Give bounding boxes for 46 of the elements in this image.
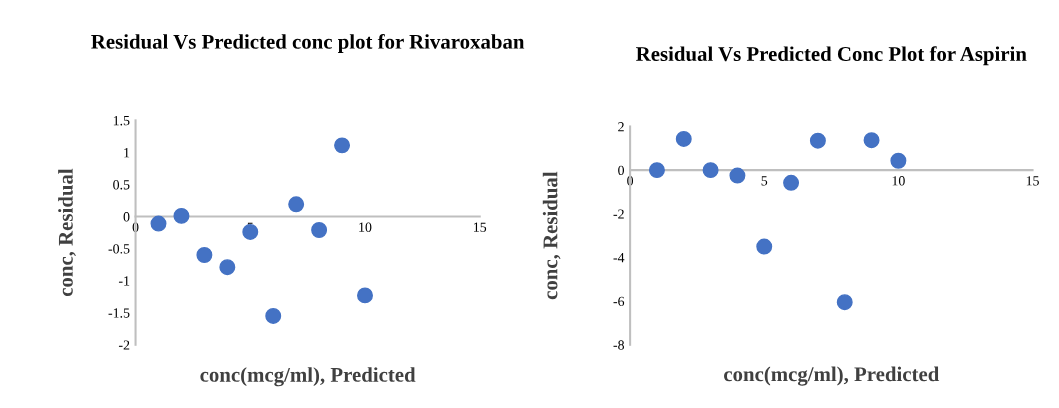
point — [150, 215, 167, 232]
point — [836, 294, 853, 311]
point — [809, 132, 826, 149]
y-tick-label: 0 — [618, 165, 625, 176]
y-tick-label: 0.5 — [113, 180, 130, 190]
point — [219, 259, 236, 276]
y-tick-label: 2 — [618, 122, 624, 132]
point — [783, 174, 800, 191]
x-tick-label: 0 — [627, 176, 634, 186]
point — [173, 207, 190, 224]
y-tick-label: -0.5 — [108, 244, 130, 254]
y-tick-label: 0 — [123, 212, 130, 222]
point — [357, 287, 373, 304]
point — [756, 238, 773, 255]
point — [890, 152, 907, 169]
point — [265, 307, 282, 324]
y-tick-label: -2 — [118, 340, 130, 350]
y-tick-label: -1.5 — [108, 308, 130, 318]
x-tick-label: 15 — [474, 222, 487, 232]
y-tick-label: 1.5 — [113, 116, 130, 126]
point — [196, 247, 213, 263]
point — [242, 223, 259, 240]
point — [648, 162, 665, 179]
x-tick-label: 10 — [892, 176, 905, 186]
x-axis-title: conc(mcg/ml), Predicted — [724, 366, 940, 386]
y-tick-label: -6 — [613, 296, 625, 307]
y-tick-label: -8 — [613, 340, 625, 350]
point — [288, 196, 305, 213]
x-tick-label: 10 — [359, 222, 372, 232]
y-tick-label: -4 — [613, 253, 625, 263]
x-tick-label: 5 — [761, 176, 768, 186]
y-tick-label: -2 — [613, 209, 624, 219]
x-tick-label: 15 — [1026, 176, 1039, 186]
point — [702, 162, 719, 179]
point — [311, 222, 328, 238]
point — [675, 130, 692, 147]
y-axis-title: conc, Residual — [58, 168, 76, 297]
x-axis-title: conc(mcg/ml), Predicted — [200, 367, 416, 387]
point — [863, 132, 880, 149]
chart-title: Residual Vs Predicted Conc Plot for Aspirin — [636, 46, 1027, 66]
y-tick-label: -1 — [118, 276, 130, 286]
point — [334, 137, 351, 154]
y-axis-title: conc, Residual — [542, 171, 561, 300]
y-tick-label: 1 — [124, 148, 130, 158]
point — [729, 167, 746, 184]
chart-title: Residual Vs Predicted conc plot for Rivaroxaban — [91, 33, 525, 54]
